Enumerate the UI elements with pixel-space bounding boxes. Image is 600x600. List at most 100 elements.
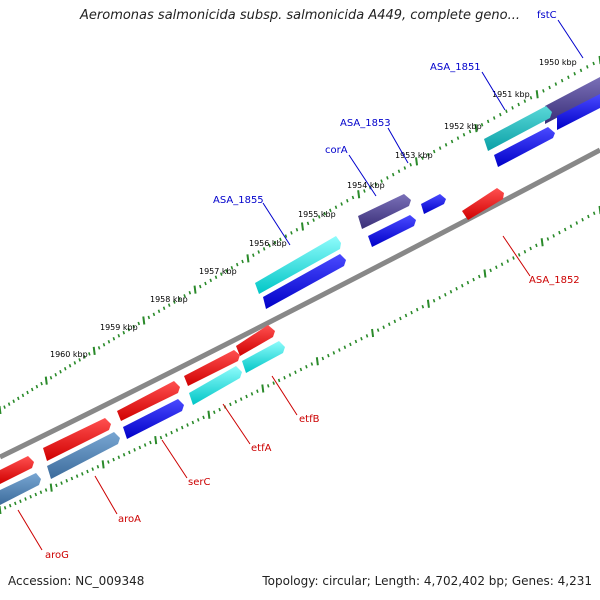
gene-label-fstC[interactable]: fstC (537, 10, 557, 21)
minor-tick (462, 133, 466, 137)
minor-tick (456, 136, 460, 140)
major-tick (426, 299, 430, 308)
minor-tick (512, 256, 515, 260)
gene-feature[interactable] (242, 341, 285, 373)
gene-label-etfa[interactable]: etfA (251, 443, 272, 454)
minor-tick (505, 109, 508, 114)
minor-tick (91, 467, 94, 471)
major-tick (0, 505, 2, 515)
gene-label-arog[interactable]: aroG (45, 550, 69, 561)
minor-tick (127, 327, 131, 332)
gene-label-etfb[interactable]: etfB (299, 414, 320, 425)
gene-feature[interactable] (47, 432, 120, 479)
major-tick (246, 254, 250, 263)
reverse-strand-genes (0, 188, 504, 505)
minor-tick (133, 448, 136, 452)
gene-label-cora[interactable]: corA (325, 145, 348, 156)
minor-tick (354, 339, 358, 344)
minor-tick (173, 300, 176, 304)
gene-feature[interactable] (0, 473, 41, 505)
minor-tick (122, 453, 126, 457)
minor-tick (183, 294, 186, 298)
minor-tick (44, 488, 48, 492)
major-tick (315, 357, 319, 366)
minor-tick (468, 129, 472, 134)
minor-tick (548, 85, 551, 90)
minor-tick (506, 259, 510, 263)
minor-tick (563, 227, 567, 232)
minor-tick (592, 61, 595, 66)
minor-tick (306, 221, 310, 226)
gene-feature[interactable] (421, 194, 446, 214)
minor-tick (338, 348, 341, 352)
gene-feature[interactable] (462, 188, 504, 220)
gene-feature[interactable] (263, 254, 346, 309)
gene-feature[interactable] (484, 106, 552, 151)
gene-label-aroa[interactable]: aroA (118, 514, 141, 525)
minor-tick (39, 490, 43, 494)
minor-tick (449, 289, 453, 294)
minor-tick (374, 182, 378, 187)
gene-feature[interactable] (117, 381, 180, 421)
minor-tick (186, 423, 189, 427)
minor-tick (542, 89, 545, 93)
minor-tick (351, 195, 355, 200)
minor-tick (97, 346, 101, 350)
tick-labels: 1950 kbp 1951 kbp 1952 kbp 1953 kbp 1954… (50, 58, 577, 359)
minor-tick (305, 365, 308, 369)
minor-tick (24, 497, 27, 501)
tick-label-1951: 1951 kbp (492, 90, 530, 99)
minor-tick (59, 370, 62, 374)
gene-label-asa-1853[interactable]: ASA_1853 (340, 118, 391, 129)
gene-label-asa-1852[interactable]: ASA_1852 (529, 275, 580, 286)
gene-label-asa-1851[interactable]: ASA_1851 (430, 62, 481, 73)
minor-tick (346, 198, 349, 203)
minor-tick (399, 316, 402, 321)
minor-tick (107, 460, 110, 464)
minor-tick (256, 389, 259, 393)
gene-feature[interactable] (184, 350, 240, 386)
minor-tick (450, 139, 454, 144)
gene-feature[interactable] (494, 127, 555, 167)
tick-label-1955: 1955 kbp (298, 210, 336, 219)
gene-feature[interactable] (236, 325, 275, 356)
minor-tick (225, 269, 228, 273)
major-tick (207, 410, 211, 419)
gene-feature[interactable] (545, 77, 600, 124)
gene-feature[interactable] (557, 94, 600, 130)
minor-tick (107, 340, 111, 344)
tick-label-1957: 1957 kbp (199, 267, 237, 276)
minor-tick (268, 243, 271, 248)
reverse-gene-labels: ASA_1852 etfB etfA serC aroA aroG (17, 235, 580, 561)
minor-tick (218, 407, 221, 412)
minor-tick (310, 362, 314, 366)
gene-feature[interactable] (189, 366, 242, 405)
gene-label-asa-1855[interactable]: ASA_1855 (213, 195, 264, 206)
minor-tick (546, 237, 550, 241)
minor-tick (299, 367, 303, 372)
gene-feature[interactable] (0, 456, 34, 484)
minor-tick (137, 321, 141, 326)
gene-feature[interactable] (368, 215, 416, 247)
gene-feature[interactable] (123, 399, 184, 439)
minor-tick (554, 82, 558, 86)
gene-label-serc[interactable]: serC (188, 477, 210, 488)
topology-label: Topology: circular; Length: 4,702,402 bp… (262, 574, 592, 588)
minor-tick (404, 313, 408, 318)
minor-tick (54, 372, 57, 377)
minor-tick (180, 425, 184, 430)
minor-tick (403, 166, 407, 170)
minor-tick (14, 501, 17, 506)
forward-strand-genes (255, 77, 600, 309)
minor-tick (573, 72, 576, 76)
major-tick (0, 405, 2, 415)
minor-tick (70, 476, 74, 481)
minor-tick (329, 208, 332, 213)
gene-feature[interactable] (255, 236, 341, 294)
major-tick (300, 222, 304, 231)
minor-tick (202, 415, 205, 420)
gene-feature[interactable] (358, 194, 411, 229)
gene-feature[interactable] (43, 418, 111, 461)
minor-tick (499, 112, 502, 117)
